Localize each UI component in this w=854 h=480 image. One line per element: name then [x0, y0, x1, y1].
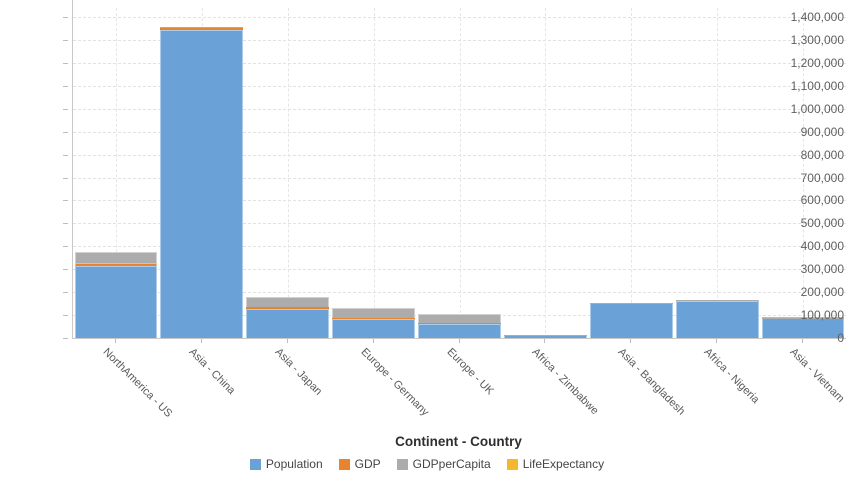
bar-segment-gdppercapita[interactable] [418, 314, 501, 324]
y-axis-tick [63, 108, 68, 110]
y-axis-tick [63, 223, 68, 225]
legend-swatch-icon [506, 458, 518, 470]
x-axis-category-label: Africa - Nigeria [701, 346, 762, 406]
y-axis-tick-label: 0 [837, 331, 844, 345]
x-axis-category-label: Asia - Vietnam [787, 346, 847, 405]
x-axis-tick [372, 339, 374, 343]
v-gridline [717, 8, 719, 338]
y-axis-tick [63, 177, 68, 179]
y-axis-tick-label: 600,000 [800, 193, 844, 208]
legend-swatch-icon [396, 458, 408, 470]
legend-item-lifeexpectancy[interactable]: LifeExpectancy [506, 456, 605, 471]
y-axis-tick [63, 315, 68, 317]
x-axis-category-label: Europe - UK [444, 346, 496, 398]
y-axis-tick-label: 1,100,000 [790, 78, 844, 93]
v-gridline [631, 8, 633, 338]
legend-swatch-icon [338, 458, 350, 470]
y-axis-tick-label: 1,300,000 [790, 32, 844, 47]
bar-segment-gdppercapita[interactable] [246, 296, 330, 308]
x-axis-category-label: Asia - China [186, 346, 238, 397]
x-axis-category-label: Asia - Japan [272, 346, 324, 398]
legend-item-gdp[interactable]: GDP [338, 456, 381, 471]
y-axis-tick [63, 269, 68, 271]
y-axis-tick-label: 900,000 [800, 124, 844, 139]
v-gridline [803, 8, 805, 338]
y-axis-tick [63, 200, 68, 202]
v-gridline [459, 8, 461, 338]
bar-segment-gdppercapita[interactable] [332, 308, 416, 319]
x-axis-category-label: NorthAmerica - US [100, 346, 175, 420]
y-axis-tick-label: 500,000 [800, 216, 844, 231]
y-axis-tick-label: 100,000 [800, 308, 844, 323]
bar-segment-population[interactable] [418, 323, 501, 338]
y-axis-tick-label: 800,000 [800, 147, 844, 162]
x-axis-tick [200, 339, 202, 343]
legend-item-label: GDP [354, 456, 381, 471]
bar-segment-population[interactable] [332, 319, 416, 338]
x-axis-category-label: Africa - Zimbabwe [529, 346, 602, 418]
bar-segment-population[interactable] [74, 266, 158, 338]
y-axis-tick [63, 62, 68, 64]
y-axis-tick-label: 400,000 [800, 239, 844, 254]
x-axis-title: Continent - Country [395, 434, 522, 449]
y-axis-tick [63, 39, 68, 41]
v-gridline [373, 8, 375, 338]
x-axis-tick [458, 339, 460, 343]
bar-segment-gdp[interactable] [332, 318, 416, 320]
bar-segment-gdp[interactable] [160, 28, 244, 30]
y-axis-tick [63, 246, 68, 248]
legend-item-label: Population [265, 456, 323, 471]
x-axis-tick [114, 339, 116, 343]
legend-item-gdppercapita[interactable]: GDPperCapita [396, 456, 491, 471]
bar-segment-gdp[interactable] [74, 262, 158, 267]
legend-item-population[interactable]: Population [249, 456, 323, 471]
v-gridline [115, 8, 117, 338]
x-axis-tick [802, 339, 804, 343]
bar-segment-population[interactable] [675, 300, 759, 338]
x-axis-tick [716, 339, 718, 343]
y-axis-tick-label: 200,000 [800, 285, 844, 300]
y-axis-tick [63, 85, 68, 87]
x-axis-tick [630, 339, 632, 343]
y-axis-tick-label: 1,400,000 [790, 10, 844, 24]
y-axis-tick [63, 131, 68, 133]
bar-segment-population[interactable] [589, 303, 673, 338]
y-axis-tick-label: 1,000,000 [790, 101, 844, 116]
x-axis-tick [544, 339, 546, 343]
x-axis-category-label: Europe - Germany [358, 346, 431, 419]
bar-segment-population[interactable] [246, 308, 330, 338]
bar-segment-population[interactable] [160, 29, 244, 338]
v-gridline [287, 8, 289, 338]
x-axis-category-label: Asia - Bangladesh [615, 346, 688, 418]
y-axis-tick [63, 292, 68, 294]
y-axis-tick [63, 17, 68, 18]
x-axis-tick [286, 339, 288, 343]
bar-segment-gdp[interactable] [246, 307, 330, 309]
bar-segment-gdp[interactable] [418, 323, 501, 324]
plot-area [72, 0, 846, 339]
y-axis-tick [63, 338, 68, 339]
bar-segment-gdppercapita[interactable] [160, 26, 244, 29]
y-axis-tick-label: 300,000 [800, 262, 844, 277]
bar-segment-population[interactable] [503, 335, 587, 338]
y-axis-tick-label: 700,000 [800, 170, 844, 185]
legend: Population GDP GDPperCapita LifeExpectancy [0, 455, 854, 473]
legend-item-label: LifeExpectancy [522, 456, 605, 471]
bar-segment-population[interactable] [761, 317, 845, 338]
y-axis-tick [63, 154, 68, 156]
legend-swatch-icon [249, 458, 261, 470]
legend-item-label: GDPperCapita [412, 456, 491, 471]
v-gridline [545, 8, 547, 338]
bar-segment-gdppercapita[interactable] [74, 251, 158, 263]
y-axis-tick-label: 1,200,000 [790, 55, 844, 70]
